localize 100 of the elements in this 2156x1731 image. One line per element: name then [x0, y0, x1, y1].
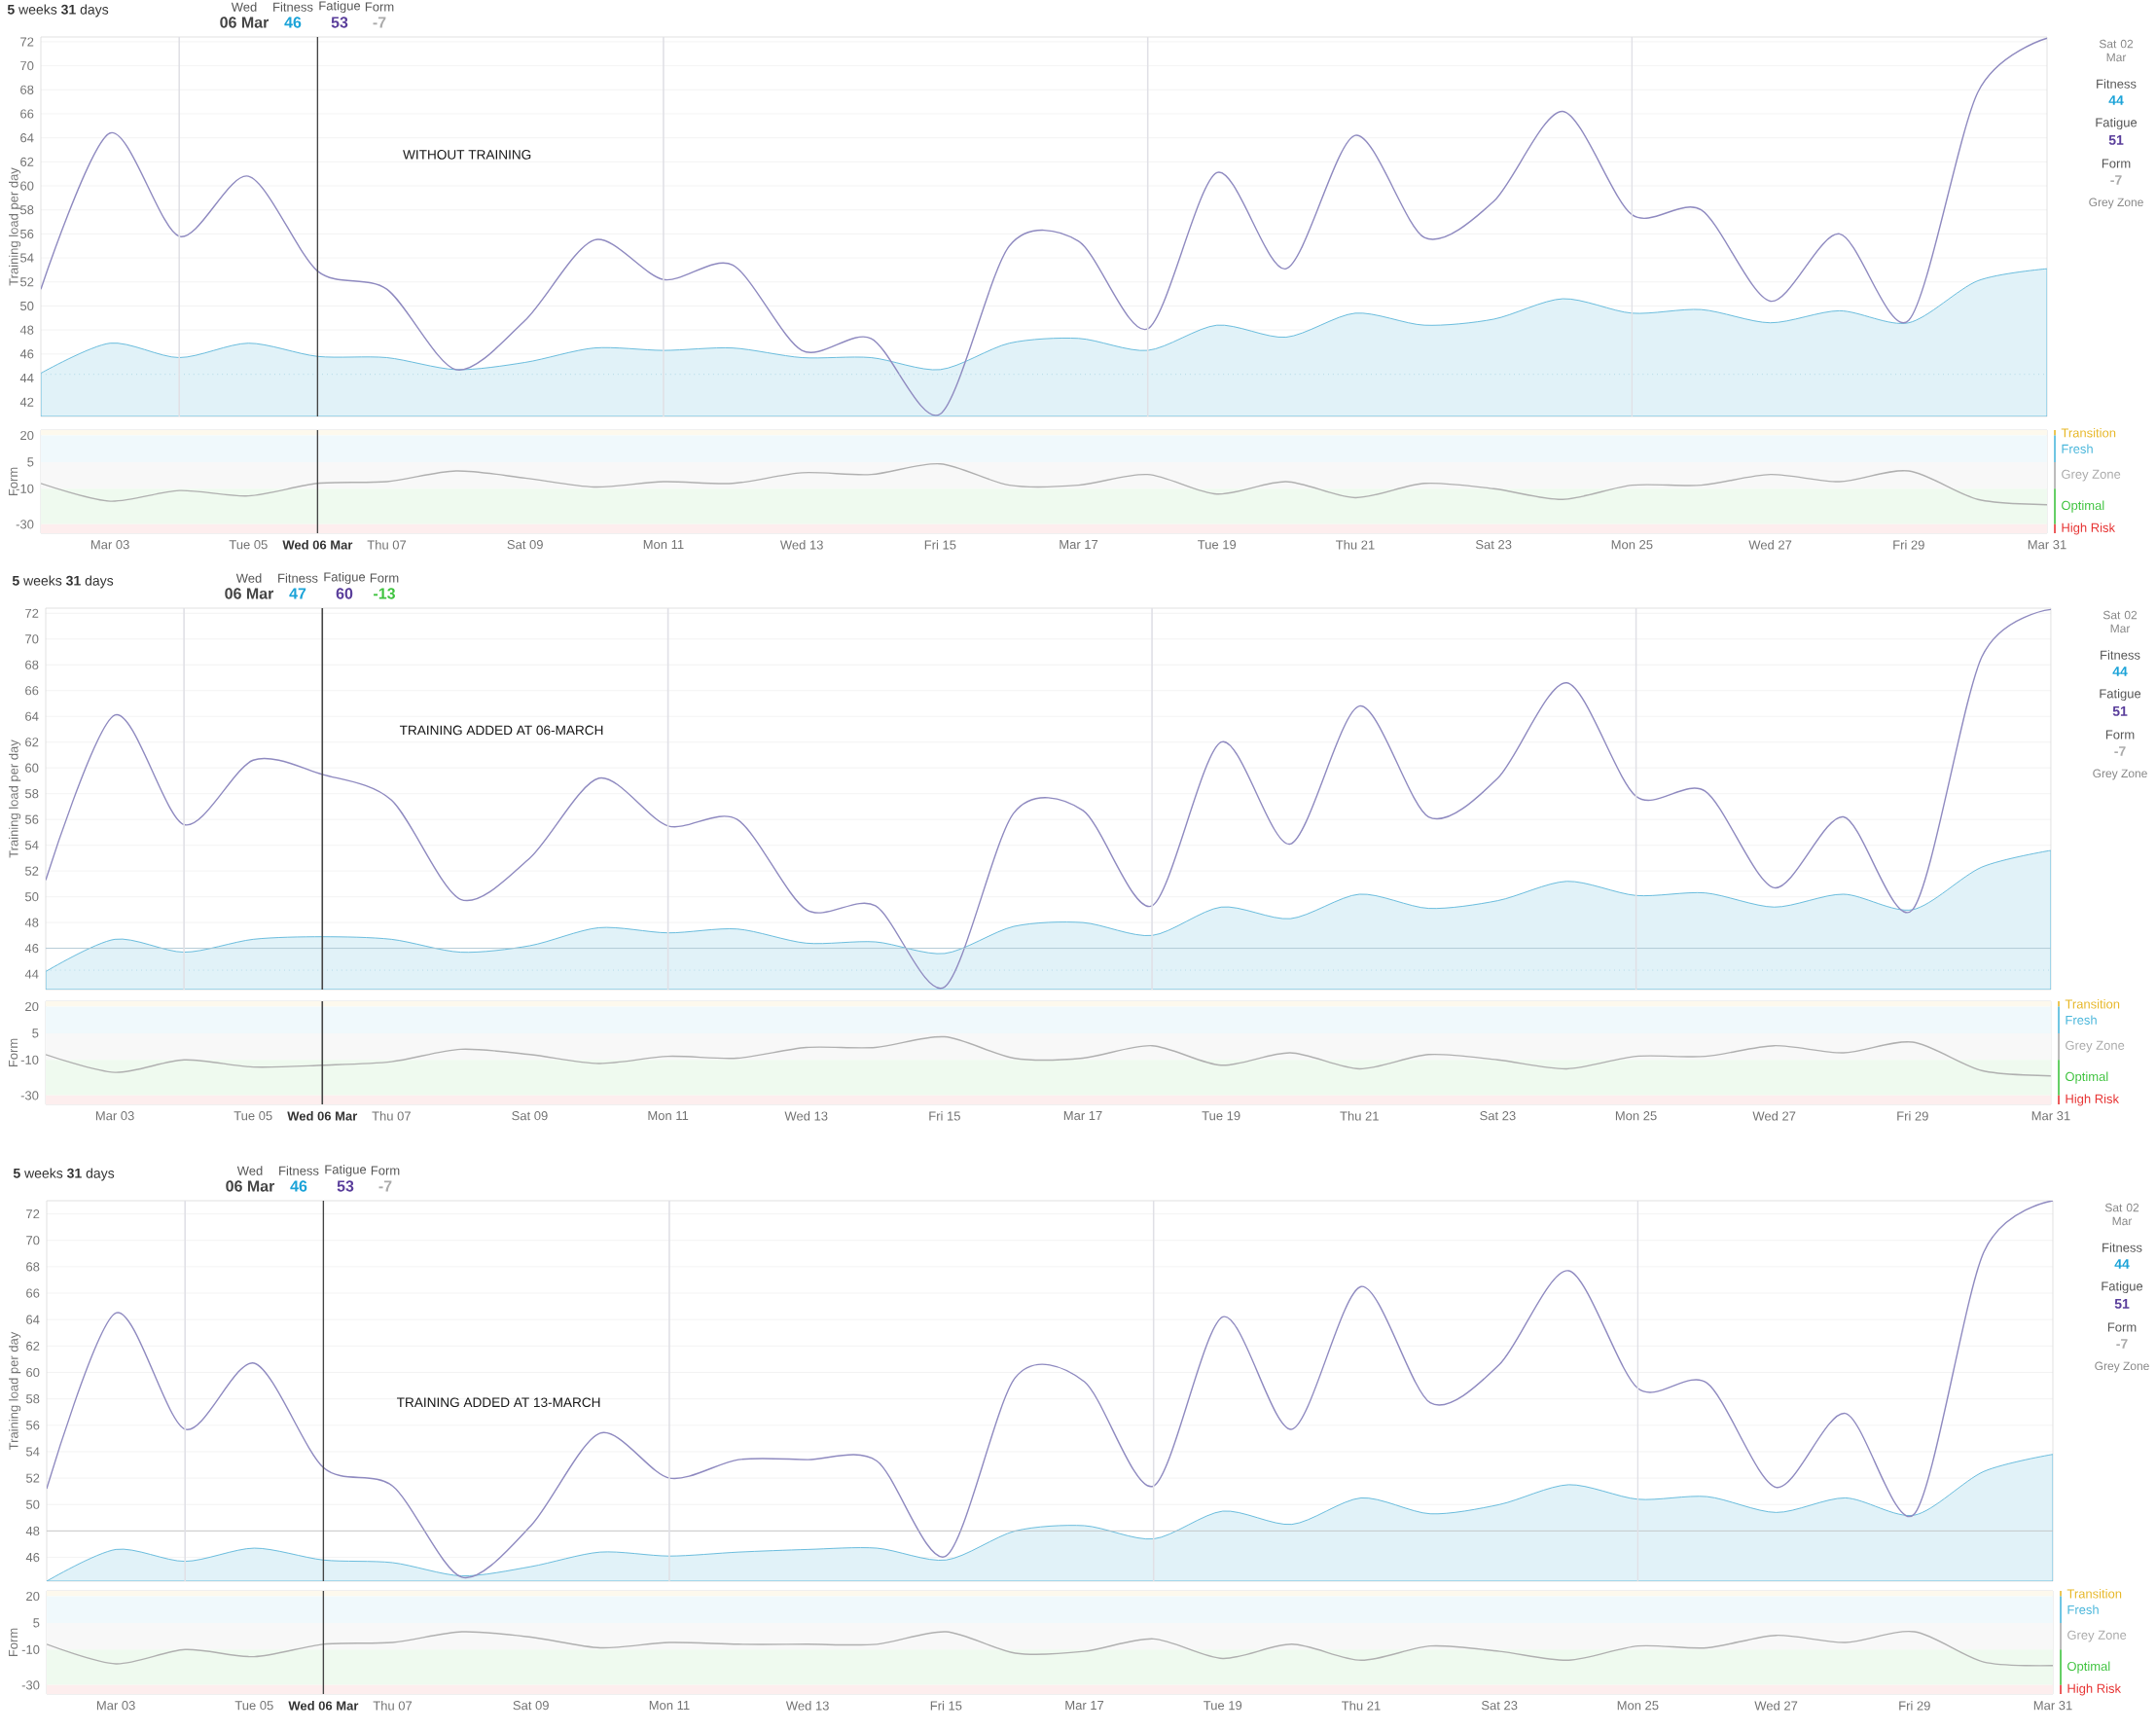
y-tick-label: 70	[25, 634, 39, 644]
x-tick-label: Thu 21	[1342, 1701, 1381, 1711]
text: 46	[284, 17, 302, 28]
x-tick-label: Tue 19	[1202, 1111, 1240, 1121]
text: Fatigue	[2102, 1280, 2143, 1294]
y-tick-label: 66	[25, 686, 39, 696]
x-tick-label: Mar 31	[2031, 1111, 2070, 1121]
band-label: Fresh	[2067, 1605, 2099, 1614]
y-tick-label: 48	[25, 1526, 40, 1536]
x-tick-label: Mar 31	[2028, 540, 2066, 550]
x-tick-label: Mar 31	[2033, 1701, 2072, 1711]
x-tick-label: Fri 15	[929, 1111, 960, 1121]
text: Fatigue	[319, 0, 361, 14]
y-tick-label: 46	[24, 944, 39, 954]
band-label: High Risk	[2067, 1683, 2122, 1696]
x-tick-label: Mon 11	[643, 540, 684, 550]
text: TRAINING ADDED AT 13-MARCH	[397, 1397, 600, 1408]
x-tick-label: Fri 29	[1899, 1701, 1930, 1711]
band-label: Optimal	[2067, 1661, 2110, 1674]
x-tick-label: Thu 07	[372, 1111, 411, 1121]
y-tick-label: -30	[20, 1091, 39, 1100]
band-label: Fresh	[2062, 444, 2093, 453]
x-tick-label: Thu 07	[367, 540, 407, 550]
text: 06 Mar	[220, 17, 270, 28]
text: -7	[373, 17, 386, 28]
text: Fitness	[273, 2, 313, 12]
y-tick-label: 52	[20, 277, 34, 287]
x-tick-label: Sat 23	[1481, 1701, 1518, 1711]
text: 44	[2108, 95, 2124, 105]
text: Fatigue	[2096, 117, 2138, 130]
x-tick-label: Mar 17	[1065, 1701, 1104, 1711]
x-tick-label: Wed 06 Mar	[282, 540, 353, 550]
text: Sat 02 Mar	[2102, 610, 2138, 633]
y-tick-label: 64	[26, 1315, 40, 1324]
y-tick-label: 56	[26, 1421, 40, 1430]
y-axis-title: Training load per day	[9, 739, 21, 858]
text: Fitness	[278, 573, 318, 583]
text: Form	[365, 2, 394, 12]
x-tick-label: Tue 05	[229, 540, 268, 550]
text: Grey Zone	[2089, 198, 2143, 209]
x-tick-label: Wed 13	[784, 1111, 828, 1121]
text: Form	[371, 1166, 400, 1175]
text: Grey Zone	[2093, 769, 2147, 780]
x-tick-label: Tue 05	[234, 1701, 273, 1711]
band-label: Transition	[2066, 1588, 2122, 1599]
y-tick-label: 56	[25, 814, 39, 824]
y-tick-label: 72	[25, 608, 39, 618]
y-tick-label: 48	[19, 325, 34, 335]
text: -7	[378, 1180, 392, 1192]
band-label: Fresh	[2066, 1015, 2097, 1025]
y-tick-label: 64	[25, 711, 39, 721]
y-tick-label: 66	[20, 109, 34, 119]
y-tick-label: 60	[20, 181, 34, 191]
text: 44	[2112, 667, 2128, 676]
text: -13	[374, 588, 395, 599]
x-tick-label: Wed 13	[785, 1701, 829, 1711]
text: -7	[2114, 746, 2126, 756]
band-label: Transition	[2065, 998, 2120, 1009]
y-axis-title: Training load per day	[9, 1331, 21, 1451]
x-tick-label: Mar 03	[90, 540, 129, 550]
x-tick-label: Mon 11	[648, 1111, 689, 1121]
text: 60	[336, 588, 353, 599]
x-tick-label: Tue 05	[234, 1111, 272, 1121]
y-tick-label: 42	[19, 397, 34, 407]
y-tick-label: 68	[20, 85, 34, 94]
x-tick-label: Sat 09	[507, 540, 543, 550]
y-tick-label: 50	[25, 892, 39, 902]
y-tick-label: 64	[20, 133, 34, 143]
x-tick-label: Fri 29	[1893, 540, 1924, 550]
y-tick-label: 56	[20, 229, 34, 238]
y-tick-label: 20	[20, 430, 34, 441]
y-tick-label: 5	[27, 457, 34, 467]
y-tick-label: 54	[26, 1447, 40, 1457]
y-tick-label: 58	[20, 205, 34, 215]
y-tick-label: 70	[26, 1236, 40, 1245]
y-tick-label: 54	[20, 253, 34, 263]
text: Fitness	[2102, 1243, 2142, 1252]
x-tick-label: Tue 19	[1198, 540, 1237, 550]
x-tick-label: Thu 21	[1336, 540, 1375, 550]
x-tick-label: Thu 07	[373, 1701, 413, 1711]
text: 51	[2112, 706, 2128, 716]
text: -7	[2110, 175, 2122, 185]
band-label: Grey Zone	[2067, 1630, 2127, 1642]
text: WITHOUT TRAINING	[403, 150, 531, 160]
y-tick-label: 50	[26, 1499, 40, 1509]
x-tick-label: Tue 19	[1204, 1701, 1242, 1711]
text: Form	[2107, 1322, 2137, 1332]
text: 53	[331, 17, 348, 28]
y-tick-label: 44	[24, 969, 39, 979]
x-tick-label: Wed 06 Mar	[288, 1701, 359, 1711]
y-tick-label: 44	[19, 374, 34, 382]
y-tick-label: 62	[26, 1341, 40, 1351]
x-tick-label: Fri 29	[1897, 1111, 1928, 1121]
x-tick-label: Mon 25	[1617, 1701, 1659, 1711]
band-label: Optimal	[2062, 500, 2104, 513]
text: Form	[370, 573, 399, 583]
text: Fitness	[279, 1166, 319, 1175]
x-tick-label: Wed 27	[1752, 1111, 1796, 1121]
x-tick-label: Sat 09	[513, 1701, 549, 1711]
x-tick-label: Fri 15	[930, 1701, 962, 1711]
